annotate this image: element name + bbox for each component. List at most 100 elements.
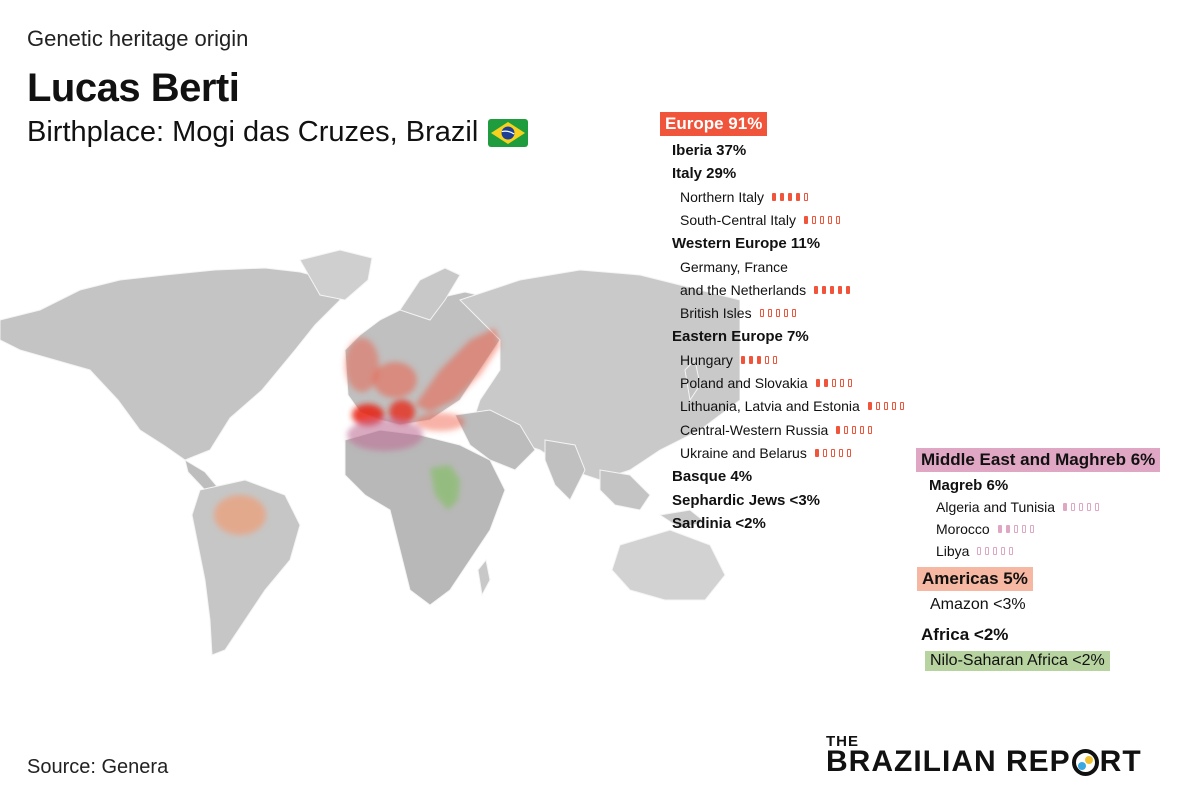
score-dot xyxy=(1063,503,1068,511)
overlay-maghreb xyxy=(347,419,423,451)
score-dot xyxy=(846,448,851,457)
logo-text-left: BRAZILIAN REP xyxy=(826,745,1071,778)
overlay-italy xyxy=(389,400,415,424)
score-dot xyxy=(899,402,904,411)
score-dot xyxy=(831,379,836,387)
list-item-label: Central-Western Russia xyxy=(680,421,829,438)
region-title-middle-east: Middle East and Maghreb 6% xyxy=(916,448,1161,472)
overlay-amazon xyxy=(214,495,266,535)
list-item-label: Poland and Slovakia xyxy=(680,375,808,391)
score-dot xyxy=(830,448,835,457)
score-dot xyxy=(860,425,865,434)
score-dot xyxy=(1013,525,1018,533)
score-dot xyxy=(838,285,843,294)
list-item: South-Central Italy xyxy=(680,212,840,228)
score-dot xyxy=(867,402,872,411)
list-item: Algeria and Tunisia xyxy=(936,499,1100,515)
list-item: and the Netherlands xyxy=(680,281,851,298)
score-dot xyxy=(764,355,769,364)
new-guinea xyxy=(658,509,707,529)
score-dot xyxy=(835,215,840,224)
score-dot xyxy=(1009,547,1014,555)
madagascar xyxy=(477,558,491,597)
score-dots xyxy=(814,285,851,294)
score-dot xyxy=(772,355,777,364)
japan xyxy=(684,358,701,402)
land-masses xyxy=(0,249,740,656)
score-dot xyxy=(822,285,827,294)
southeast-asia xyxy=(599,469,651,511)
score-dots xyxy=(997,525,1034,533)
birthplace-line: Birthplace: Mogi das Cruzes, Brazil xyxy=(27,116,529,149)
source-note: Source: Genera xyxy=(27,756,169,778)
list-item: Magreb 6% xyxy=(929,477,1008,494)
list-item-amazon: Amazon <3% xyxy=(930,596,1026,613)
score-dot xyxy=(997,525,1002,533)
score-dot xyxy=(839,379,844,387)
kicker-text: Genetic heritage origin xyxy=(27,26,249,51)
score-dot xyxy=(815,379,820,387)
score-dots xyxy=(836,425,873,434)
score-dots xyxy=(815,379,852,387)
middle-east xyxy=(454,409,536,471)
score-dot xyxy=(1005,525,1010,533)
score-dots xyxy=(977,547,1014,555)
score-dot xyxy=(883,402,888,411)
list-item: Sephardic Jews <3% xyxy=(672,492,820,509)
score-dot xyxy=(830,285,835,294)
africa xyxy=(344,429,506,606)
list-item: Italy 29% xyxy=(672,165,736,182)
list-item: Morocco xyxy=(936,521,1034,537)
list-item: Sardinia <2% xyxy=(672,515,766,532)
list-item: Hungary xyxy=(680,352,777,368)
world-map xyxy=(0,249,740,656)
score-dot xyxy=(772,192,777,201)
overlay-balkans xyxy=(415,413,465,431)
list-item-label: Sephardic Jews <3% xyxy=(672,491,820,509)
score-dot xyxy=(767,309,772,318)
region-title-europe: Europe 91% xyxy=(660,112,768,136)
list-item: British Isles xyxy=(680,305,796,321)
region-title-africa: Africa <2% xyxy=(921,625,1009,644)
logo-text-right: RT xyxy=(1099,745,1142,778)
australia xyxy=(611,529,726,601)
list-item-label: Algeria and Tunisia xyxy=(936,499,1056,515)
score-dot xyxy=(756,355,761,364)
score-dot xyxy=(1029,525,1034,533)
score-dot xyxy=(814,285,819,294)
list-item-label: Western Europe 11% xyxy=(672,235,821,253)
score-dot xyxy=(788,192,793,201)
list-item-label: Morocco xyxy=(936,521,990,537)
score-dot xyxy=(811,215,816,224)
region-title-americas: Americas 5% xyxy=(917,567,1033,591)
score-dot xyxy=(775,309,780,318)
score-dots xyxy=(1063,503,1100,511)
score-dot xyxy=(759,309,764,318)
india xyxy=(544,439,586,501)
list-item-label: Ukraine and Belarus xyxy=(680,444,807,461)
score-dot xyxy=(822,448,827,457)
list-item: Central-Western Russia xyxy=(680,421,873,438)
list-item: Germany, France xyxy=(680,259,788,275)
score-dot xyxy=(838,448,843,457)
list-item: Basque 4% xyxy=(672,468,752,485)
score-dot xyxy=(823,379,828,387)
list-item-label: Eastern Europe 7% xyxy=(672,328,809,346)
score-dot xyxy=(847,379,852,387)
score-dots xyxy=(772,192,809,201)
score-dot xyxy=(748,355,753,364)
score-dot xyxy=(819,215,824,224)
list-item: Eastern Europe 7% xyxy=(672,328,809,345)
score-dot xyxy=(993,547,998,555)
score-dot xyxy=(804,192,809,201)
list-item-nilo-saharan: Nilo-Saharan Africa <2% xyxy=(925,651,1110,671)
north-america xyxy=(0,267,341,461)
logo-the: THE xyxy=(826,733,859,750)
list-item-label: and the Netherlands xyxy=(680,281,807,298)
score-dot xyxy=(1079,503,1084,511)
list-item: Iberia 37% xyxy=(672,142,746,159)
overlay-british-isles xyxy=(345,338,379,392)
list-item-label: Sardinia <2% xyxy=(672,514,766,532)
score-dot xyxy=(827,215,832,224)
